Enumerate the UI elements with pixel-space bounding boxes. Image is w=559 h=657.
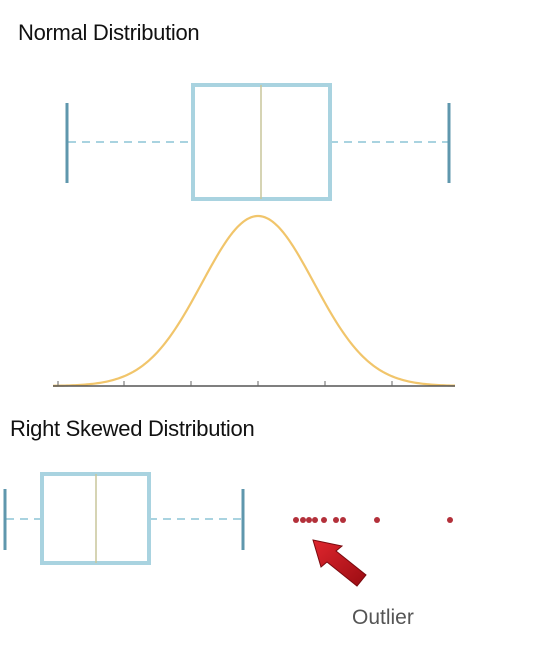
outlier-dot [333, 517, 339, 523]
bell-curve [52, 214, 456, 387]
outlier-dot [340, 517, 346, 523]
outlier-points [293, 517, 453, 523]
outlier-label: Outlier [352, 606, 414, 629]
outlier-dot [321, 517, 327, 523]
red-arrow-icon [312, 539, 367, 587]
outlier-dot [300, 517, 306, 523]
outlier-dot [306, 517, 312, 523]
normal-x-axis [53, 381, 455, 387]
normal-boxplot [65, 83, 451, 201]
normal-distribution-title: Normal Distribution [18, 20, 200, 45]
skewed-boxplot [3, 472, 245, 565]
right-skewed-distribution-title: Right Skewed Distribution [10, 416, 255, 441]
outlier-dot [447, 517, 453, 523]
outlier-dot [312, 517, 318, 523]
outlier-dot [374, 517, 380, 523]
outlier-dot [293, 517, 299, 523]
